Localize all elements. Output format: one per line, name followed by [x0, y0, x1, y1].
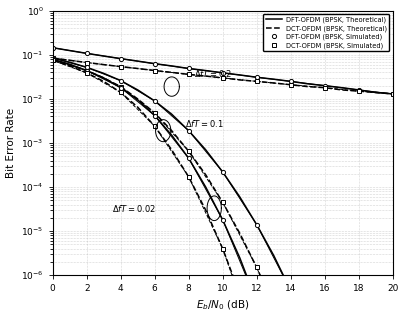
Text: $\Delta fT = 0.2$: $\Delta fT = 0.2$	[194, 68, 232, 79]
Legend: DFT-OFDM (BPSK, Theoretical), DCT-OFDM (BPSK, Theoretical), DFT-OFDM (BPSK, Simu: DFT-OFDM (BPSK, Theoretical), DCT-OFDM (…	[263, 14, 389, 52]
Text: $\Delta fT = 0.1$: $\Delta fT = 0.1$	[185, 118, 224, 129]
Y-axis label: Bit Error Rate: Bit Error Rate	[6, 108, 16, 178]
Text: $\Delta fT = 0.02$: $\Delta fT = 0.02$	[112, 204, 156, 214]
X-axis label: $E_b/N_0$ (dB): $E_b/N_0$ (dB)	[196, 299, 250, 313]
